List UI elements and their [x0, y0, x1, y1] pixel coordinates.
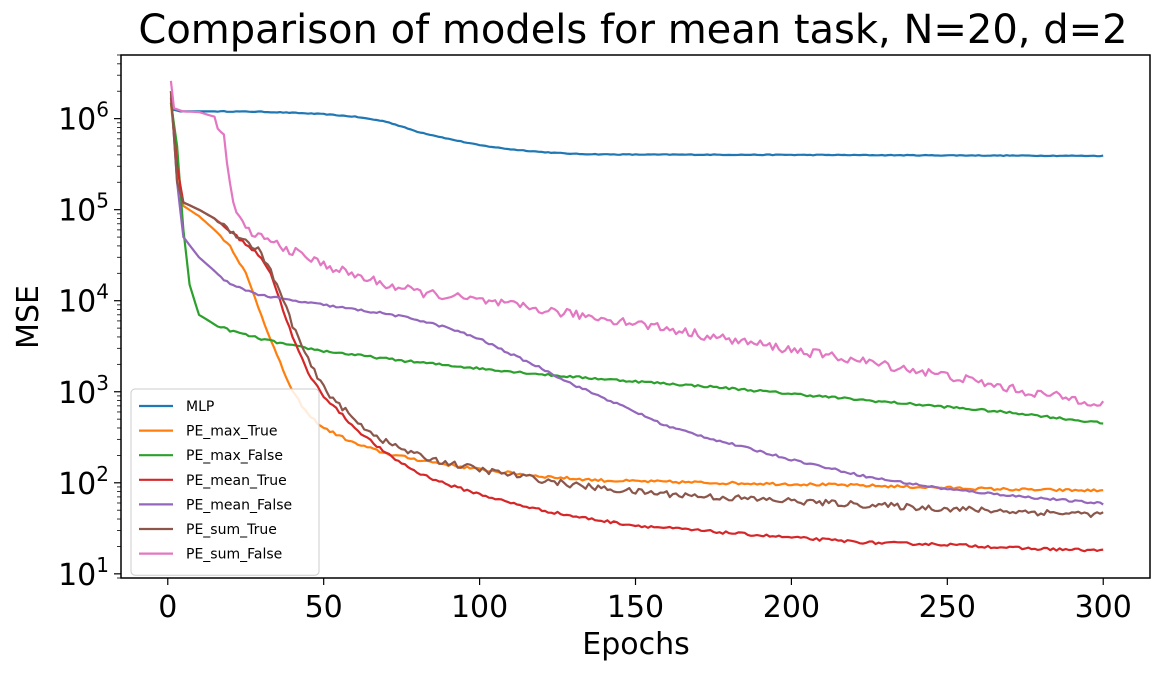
chart-title: Comparison of models for mean task, N=20…: [138, 7, 1127, 53]
series-line: [169, 91, 1104, 506]
plot-lines: [169, 80, 1105, 553]
y-axis-label: MSE: [11, 285, 46, 349]
series-line: [169, 95, 1104, 158]
x-axis-label: Epochs: [582, 627, 690, 662]
x-axis: 0 50 100 150 200 250 300: [158, 578, 1132, 625]
series-line: [169, 91, 1104, 518]
y-tick-label: 105: [58, 189, 109, 229]
y-tick-label: 106: [58, 98, 109, 138]
legend-label: PE_sum_False: [186, 547, 282, 563]
x-tick-label: 200: [763, 590, 820, 625]
x-tick-label: 250: [919, 590, 976, 625]
x-tick-label: 150: [607, 590, 664, 625]
y-tick-label: 101: [58, 553, 109, 593]
legend-label: PE_mean_False: [186, 497, 292, 513]
series-line: [169, 97, 1104, 553]
legend-label: PE_mean_True: [186, 473, 287, 489]
x-tick-label: 300: [1075, 590, 1132, 625]
legend-label: PE_sum_True: [186, 522, 277, 538]
x-tick-label: 50: [305, 590, 343, 625]
y-tick-label: 103: [58, 371, 109, 411]
series-line: [169, 102, 1104, 425]
series-line: [169, 102, 1104, 493]
legend: MLP PE_max_True PE_max_False PE_mean_True PE…: [130, 388, 320, 576]
x-tick-label: 0: [158, 590, 177, 625]
series-line: [169, 80, 1105, 407]
y-tick-label: 102: [58, 462, 109, 502]
x-tick-label: 100: [451, 590, 508, 625]
legend-label: MLP: [186, 399, 214, 415]
legend-label: PE_max_True: [186, 424, 278, 440]
y-tick-label: 104: [58, 280, 109, 320]
legend-label: PE_max_False: [186, 448, 283, 464]
y-axis: 101 102 103 104 105 106: [58, 54, 121, 593]
legend-box: [130, 388, 320, 576]
